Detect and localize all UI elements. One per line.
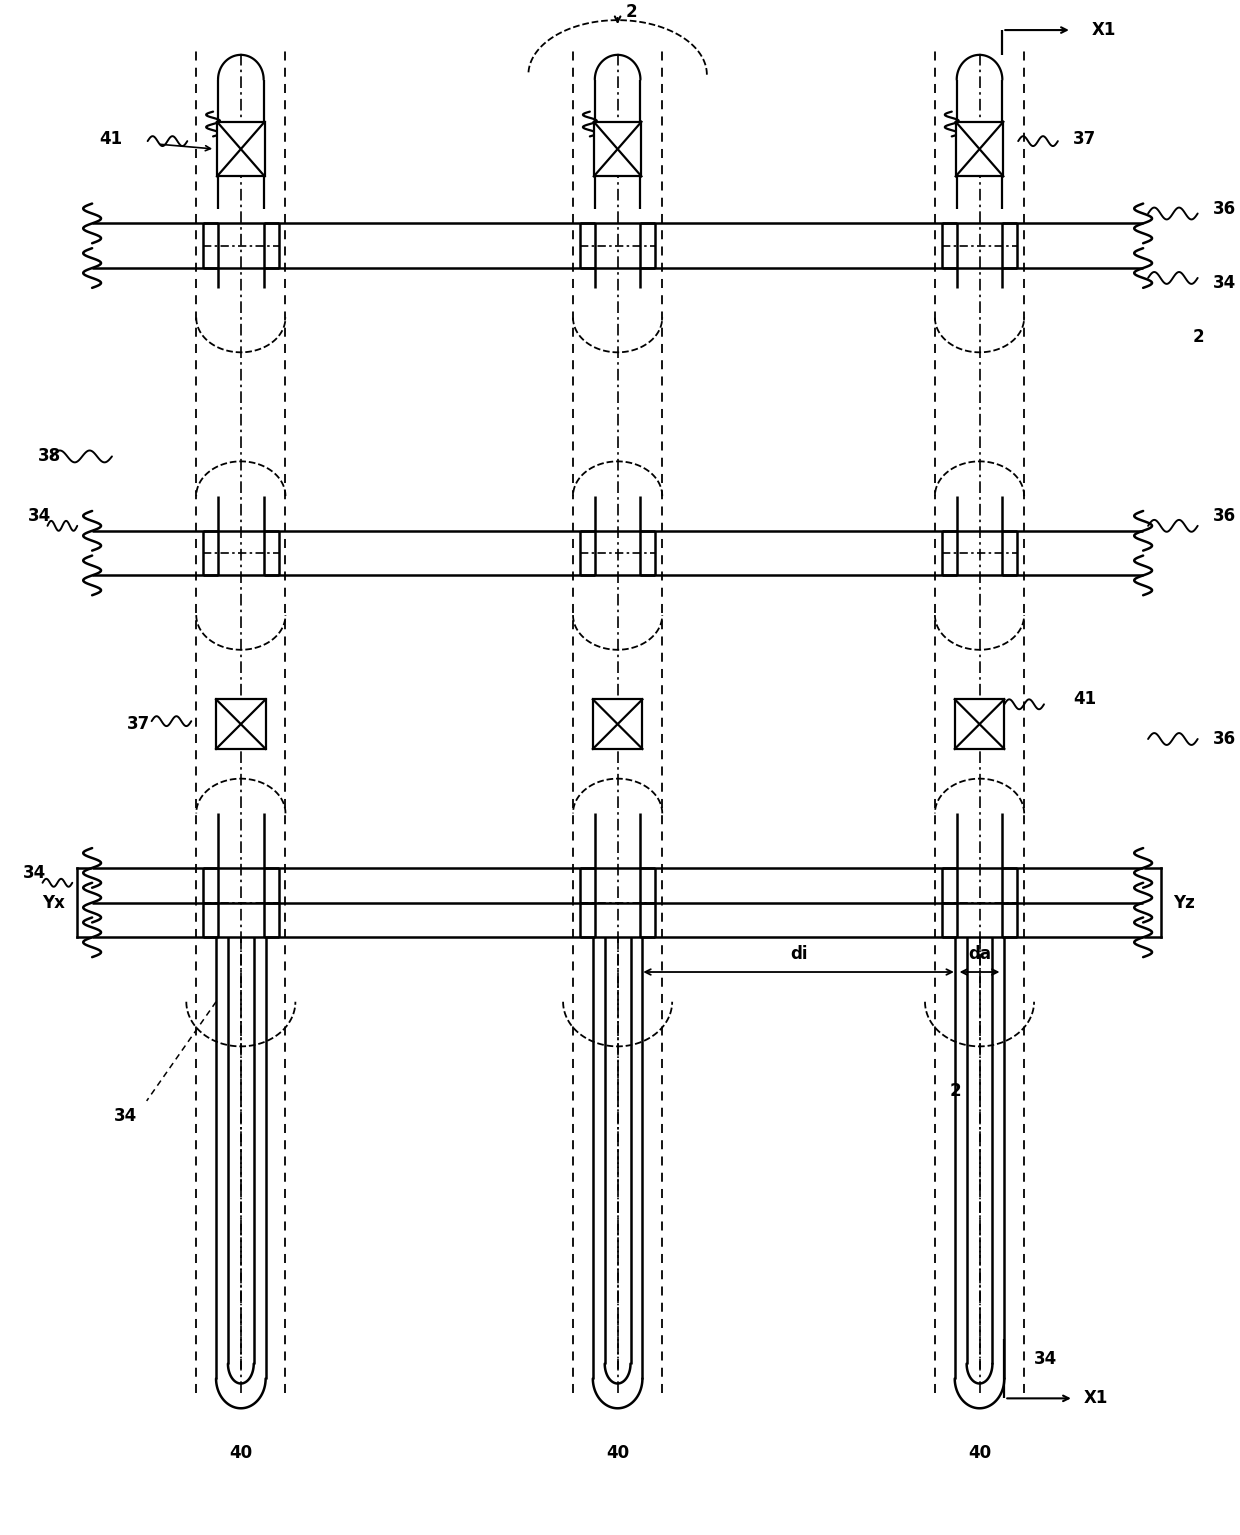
Text: 36: 36	[1213, 731, 1236, 748]
Text: 40: 40	[968, 1444, 991, 1461]
Text: 41: 41	[1074, 691, 1097, 708]
Text: 41: 41	[99, 130, 123, 149]
Bar	[216, 700, 265, 749]
Text: 2: 2	[1193, 328, 1204, 347]
Text: 40: 40	[229, 1444, 253, 1461]
Text: 34: 34	[1034, 1349, 1058, 1368]
Text: X1: X1	[1084, 1389, 1109, 1408]
Bar	[956, 121, 1003, 177]
Bar	[217, 121, 264, 177]
Text: 36: 36	[1213, 507, 1236, 525]
Text: Yx: Yx	[42, 893, 66, 912]
Bar	[593, 700, 642, 749]
Text: 34: 34	[27, 507, 51, 525]
Text: Yz: Yz	[1173, 893, 1194, 912]
Text: 37: 37	[1073, 130, 1096, 149]
Bar	[955, 700, 1004, 749]
Text: 34: 34	[22, 864, 46, 883]
Text: 36: 36	[1213, 200, 1236, 218]
Text: 37: 37	[126, 715, 150, 734]
Text: 2: 2	[625, 3, 637, 21]
Text: 34: 34	[1213, 273, 1236, 292]
Text: di: di	[790, 946, 807, 962]
Text: 38: 38	[37, 447, 61, 465]
Bar	[594, 121, 641, 177]
Text: 34: 34	[114, 1107, 136, 1125]
Text: X1: X1	[1091, 21, 1116, 38]
Text: da: da	[968, 946, 991, 962]
Text: 40: 40	[606, 1444, 629, 1461]
Text: 2: 2	[950, 1082, 961, 1101]
